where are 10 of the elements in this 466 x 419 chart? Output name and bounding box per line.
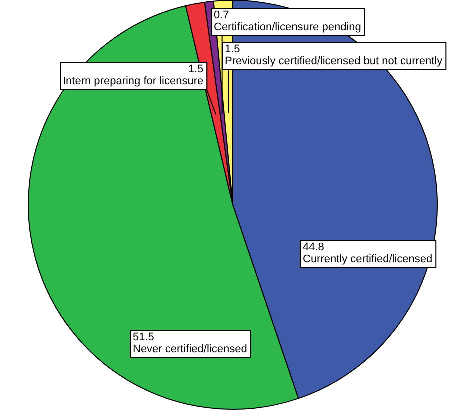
data-label: 44.8: [303, 242, 324, 254]
slice-label: Currently certified/licensed: [303, 254, 433, 266]
data-label: 51.5: [133, 332, 154, 344]
slice-label: Certification/licensure pending: [214, 22, 362, 34]
data-label: 1.5: [225, 44, 240, 56]
data-label: 0.7: [214, 10, 230, 22]
slice-label: Previously certified/licensed but not currently: [225, 56, 444, 68]
slice-label: Never certified/licensed: [133, 344, 248, 356]
data-label: 1.5: [188, 64, 204, 76]
slice-label: Intern preparing for licensure: [62, 76, 204, 88]
